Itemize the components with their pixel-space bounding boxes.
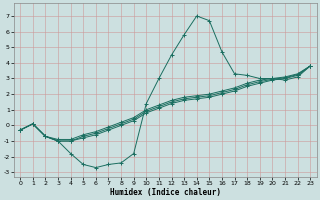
X-axis label: Humidex (Indice chaleur): Humidex (Indice chaleur) — [110, 188, 221, 197]
